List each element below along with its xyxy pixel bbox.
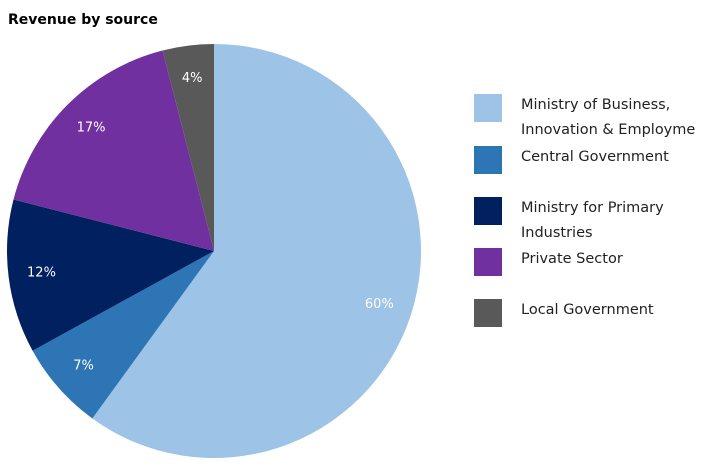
legend-item: Ministry of Business, Innovation & Emplo… bbox=[474, 93, 710, 143]
legend-swatch bbox=[474, 248, 502, 276]
legend-swatch bbox=[474, 146, 502, 174]
chart-title: Revenue by source bbox=[8, 12, 158, 28]
legend-label: Local Government bbox=[521, 302, 654, 318]
pie-slice bbox=[13, 50, 215, 252]
legend-item: Private Sector bbox=[474, 247, 710, 297]
legend-label: Central Government bbox=[521, 149, 669, 165]
slice-label: 17% bbox=[77, 121, 106, 136]
legend-item: Ministry for Primary Industries bbox=[474, 196, 710, 246]
legend-swatch bbox=[474, 197, 502, 225]
legend-label: Ministry of Business, Innovation & Emplo… bbox=[521, 97, 696, 138]
legend-label: Private Sector bbox=[521, 251, 623, 267]
pie-slice bbox=[6, 199, 215, 351]
legend-swatch bbox=[474, 94, 502, 122]
pie-slice bbox=[162, 44, 214, 251]
legend-item: Local Government bbox=[474, 298, 710, 348]
legend-label: Ministry for Primary Industries bbox=[521, 200, 664, 241]
legend-item: Central Government bbox=[474, 145, 710, 195]
legend-swatch bbox=[474, 299, 502, 327]
slice-label: 7% bbox=[73, 358, 94, 373]
slice-label: 60% bbox=[365, 297, 394, 312]
slice-label: 4% bbox=[182, 71, 203, 86]
slice-label: 12% bbox=[27, 265, 56, 280]
pie-slice bbox=[32, 251, 214, 419]
pie-slice bbox=[92, 44, 421, 458]
